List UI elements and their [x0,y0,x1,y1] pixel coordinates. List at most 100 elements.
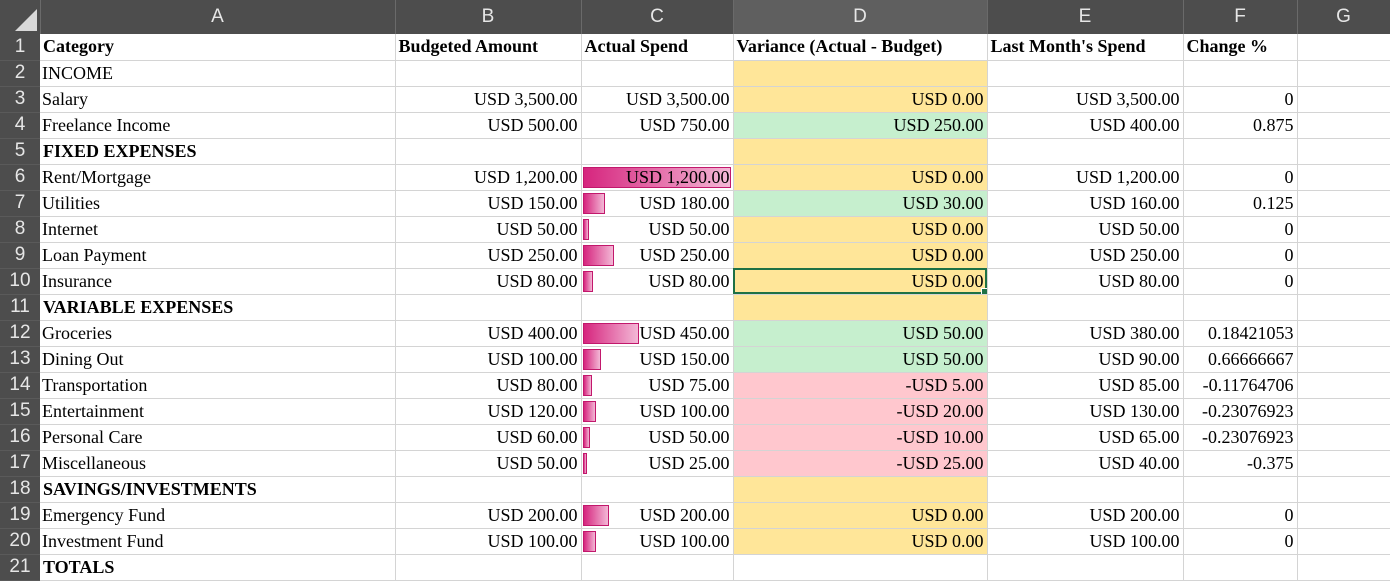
budgeted-cell[interactable]: USD 120.00 [395,398,582,425]
variance-cell[interactable]: USD 250.00 [733,112,988,139]
cell[interactable] [1297,164,1390,191]
budgeted-cell[interactable]: USD 60.00 [395,424,582,451]
section-header-cell[interactable]: VARIABLE EXPENSES [40,294,396,321]
row-header[interactable]: 6 [0,164,40,191]
fill-handle[interactable] [980,287,986,293]
cell[interactable] [581,294,734,321]
cell[interactable] [1297,424,1390,451]
cell[interactable] [1297,34,1390,61]
last-month-cell[interactable]: USD 380.00 [987,320,1184,347]
row-header[interactable]: 20 [0,528,40,555]
cell[interactable] [395,476,582,503]
actual-cell[interactable]: USD 80.00 [581,268,734,295]
cell[interactable] [395,138,582,165]
cell[interactable] [1297,450,1390,477]
budgeted-cell[interactable]: USD 80.00 [395,268,582,295]
actual-cell[interactable]: USD 200.00 [581,502,734,529]
cell[interactable] [987,476,1184,503]
cell[interactable] [1297,86,1390,113]
row-header[interactable]: 17 [0,450,40,477]
category-cell[interactable]: Internet [40,216,396,243]
cell[interactable] [1297,242,1390,269]
row-header[interactable]: 4 [0,112,40,139]
section-header-cell[interactable]: SAVINGS/INVESTMENTS [40,476,396,503]
cell[interactable] [1297,346,1390,373]
actual-cell[interactable]: USD 180.00 [581,190,734,217]
category-cell[interactable]: Miscellaneous [40,450,396,477]
cell[interactable] [1297,398,1390,425]
column-header-b[interactable]: B [395,0,582,34]
column-header-f[interactable]: F [1183,0,1298,34]
cell[interactable] [1183,476,1298,503]
row-header[interactable]: 14 [0,372,40,399]
change-cell[interactable]: 0 [1183,528,1298,555]
variance-cell[interactable]: USD 0.00 [733,528,988,555]
change-cell[interactable]: -0.23076923 [1183,398,1298,425]
change-cell[interactable]: 0.66666667 [1183,346,1298,373]
category-cell[interactable]: Insurance [40,268,396,295]
header-change[interactable]: Change % [1183,34,1298,61]
actual-cell[interactable]: USD 450.00 [581,320,734,347]
variance-cell[interactable] [733,294,988,321]
actual-cell[interactable]: USD 50.00 [581,424,734,451]
actual-cell[interactable]: USD 250.00 [581,242,734,269]
row-header[interactable]: 13 [0,346,40,373]
change-cell[interactable]: 0.18421053 [1183,320,1298,347]
variance-cell[interactable]: -USD 10.00 [733,424,988,451]
column-header-e[interactable]: E [987,0,1184,34]
header-actual[interactable]: Actual Spend [581,34,734,61]
actual-cell[interactable]: USD 750.00 [581,112,734,139]
header-category[interactable]: Category [40,34,396,61]
row-header[interactable]: 15 [0,398,40,425]
category-cell[interactable]: INCOME [40,60,396,87]
row-header[interactable]: 3 [0,86,40,113]
cell[interactable] [1297,502,1390,529]
actual-cell[interactable]: USD 75.00 [581,372,734,399]
category-cell[interactable]: Salary [40,86,396,113]
section-header-cell[interactable]: TOTALS [40,554,396,581]
row-header[interactable]: 16 [0,424,40,451]
row-header[interactable]: 19 [0,502,40,529]
variance-cell[interactable]: USD 0.00 [733,164,988,191]
variance-cell[interactable]: USD 30.00 [733,190,988,217]
cell[interactable] [987,60,1184,87]
cell[interactable] [395,294,582,321]
budgeted-cell[interactable]: USD 80.00 [395,372,582,399]
change-cell[interactable]: -0.23076923 [1183,424,1298,451]
category-cell[interactable]: Entertainment [40,398,396,425]
cell[interactable] [1297,372,1390,399]
change-cell[interactable]: 0 [1183,86,1298,113]
cell[interactable] [1297,476,1390,503]
change-cell[interactable]: 0.125 [1183,190,1298,217]
row-header[interactable]: 9 [0,242,40,269]
cell[interactable] [1183,138,1298,165]
cell[interactable] [1297,294,1390,321]
last-month-cell[interactable]: USD 160.00 [987,190,1184,217]
cell[interactable] [987,138,1184,165]
category-cell[interactable]: Emergency Fund [40,502,396,529]
variance-cell[interactable]: -USD 20.00 [733,398,988,425]
row-header[interactable]: 7 [0,190,40,217]
cell[interactable] [1297,528,1390,555]
actual-cell[interactable]: USD 25.00 [581,450,734,477]
actual-cell[interactable]: USD 50.00 [581,216,734,243]
change-cell[interactable]: 0.875 [1183,112,1298,139]
cell[interactable] [1183,554,1298,581]
last-month-cell[interactable]: USD 130.00 [987,398,1184,425]
budgeted-cell[interactable]: USD 100.00 [395,346,582,373]
row-header[interactable]: 11 [0,294,40,321]
cell[interactable] [1297,60,1390,87]
cell[interactable] [987,294,1184,321]
category-cell[interactable]: Groceries [40,320,396,347]
actual-cell[interactable]: USD 150.00 [581,346,734,373]
select-all-corner[interactable] [0,0,41,34]
last-month-cell[interactable]: USD 200.00 [987,502,1184,529]
cell[interactable] [987,554,1184,581]
header-budgeted[interactable]: Budgeted Amount [395,34,582,61]
category-cell[interactable]: Rent/Mortgage [40,164,396,191]
row-header[interactable]: 18 [0,476,40,503]
variance-cell-selected[interactable]: USD 0.00 [733,268,988,295]
row-header[interactable]: 2 [0,60,40,87]
budgeted-cell[interactable]: USD 3,500.00 [395,86,582,113]
category-cell[interactable]: Utilities [40,190,396,217]
